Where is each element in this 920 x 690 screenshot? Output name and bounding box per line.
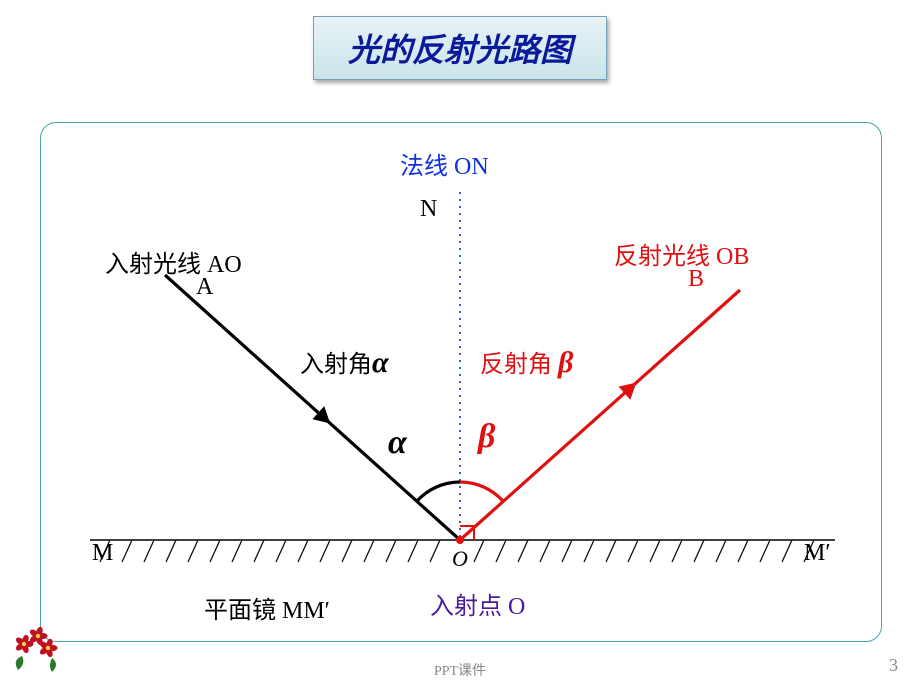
label-M: M (92, 540, 113, 567)
label-incident-ray-title: 入射光线 AO (105, 244, 242, 279)
label-reflected-ray-title: 反射光线 OB (614, 236, 749, 271)
decorative-flower-icon (8, 622, 62, 676)
label-N: N (420, 196, 437, 223)
footer-note: PPT课件 (434, 660, 486, 680)
slide-number: 3 (889, 655, 898, 676)
label-reflected-angle: 反射角 β (480, 344, 573, 380)
label-beta: β (478, 418, 495, 456)
label-A: A (196, 274, 213, 301)
label-O: O (452, 546, 468, 572)
label-alpha: α (388, 424, 407, 462)
label-incidence-point: 入射点 O (430, 586, 525, 621)
label-B: B (688, 266, 704, 293)
label-mirror: 平面镜 MM′ (204, 590, 330, 625)
label-incident-angle: 入射角α (300, 344, 389, 380)
label-normal-title: 法线 ON (400, 146, 489, 181)
label-M-prime: M′ (804, 540, 831, 567)
